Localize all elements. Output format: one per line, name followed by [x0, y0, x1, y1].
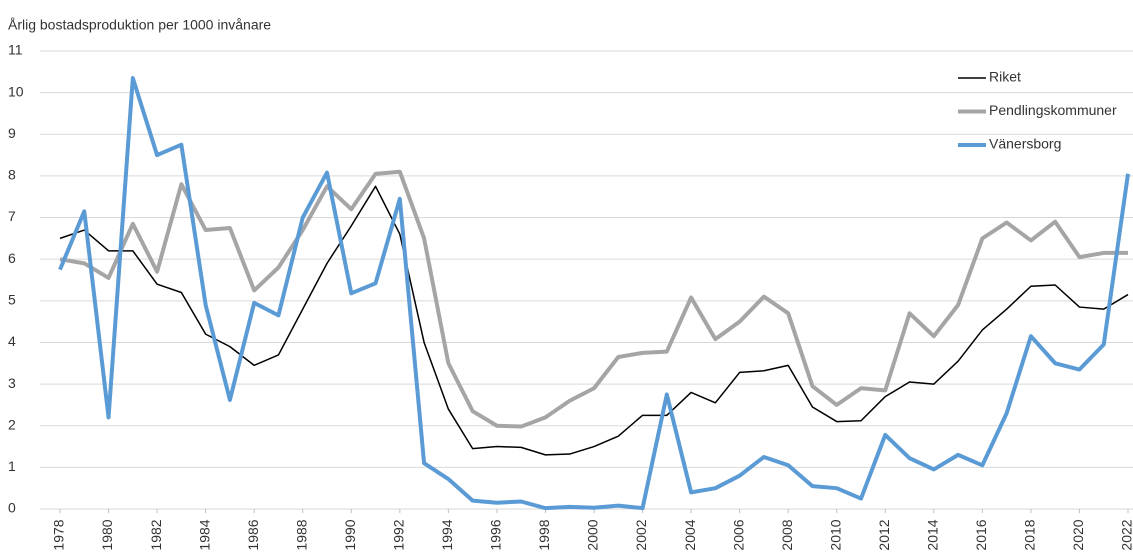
x-tick-label: 1986 — [245, 519, 261, 550]
x-tick-label: 2000 — [585, 519, 601, 550]
y-tick-label: 6 — [8, 250, 16, 266]
y-tick-label: 7 — [8, 208, 16, 224]
x-tick-label: 1988 — [293, 519, 309, 550]
y-tick-label: 0 — [8, 500, 16, 516]
x-tick-label: 2012 — [876, 519, 892, 550]
x-tick-label: 2018 — [1022, 519, 1038, 550]
x-tick-label: 1982 — [148, 519, 164, 550]
x-tick-label: 2022 — [1119, 519, 1133, 550]
y-tick-label: 9 — [8, 125, 16, 141]
x-tick-label: 1978 — [51, 519, 67, 550]
y-tick-label: 11 — [8, 42, 23, 58]
y-tick-label: 1 — [8, 458, 16, 474]
y-tick-label: 10 — [8, 83, 24, 99]
legend-label: Pendlingskommuner — [989, 102, 1117, 118]
x-tick-label: 2014 — [925, 519, 941, 550]
y-tick-label: 8 — [8, 167, 16, 183]
series-line — [59, 169, 1128, 429]
chart-title: Årlig bostadsproduktion per 1000 invånar… — [8, 17, 271, 33]
x-tick-label: 1990 — [342, 519, 358, 550]
x-tick-label: 1994 — [439, 519, 455, 550]
legend-label: Vänersborg — [989, 136, 1061, 152]
x-tick-label: 2002 — [633, 519, 649, 550]
x-tick-label: 2016 — [973, 519, 989, 550]
y-tick-label: 2 — [8, 416, 16, 432]
x-tick-label: 1996 — [488, 519, 504, 550]
x-tick-label: 2006 — [730, 519, 746, 550]
y-tick-label: 4 — [8, 333, 16, 349]
x-tick-label: 2010 — [827, 519, 843, 550]
x-tick-label: 1998 — [536, 519, 552, 550]
y-tick-label: 3 — [8, 375, 16, 391]
x-tick-label: 2008 — [779, 519, 795, 550]
x-tick-label: 1992 — [391, 519, 407, 550]
x-tick-label: 1980 — [99, 519, 115, 550]
x-tick-label: 2004 — [682, 519, 698, 550]
series-line — [59, 185, 1129, 456]
series-line — [58, 76, 1130, 511]
legend-label: Riket — [989, 69, 1021, 85]
x-tick-label: 1984 — [196, 519, 212, 550]
y-tick-label: 5 — [8, 292, 16, 308]
x-tick-label: 2020 — [1070, 519, 1086, 550]
